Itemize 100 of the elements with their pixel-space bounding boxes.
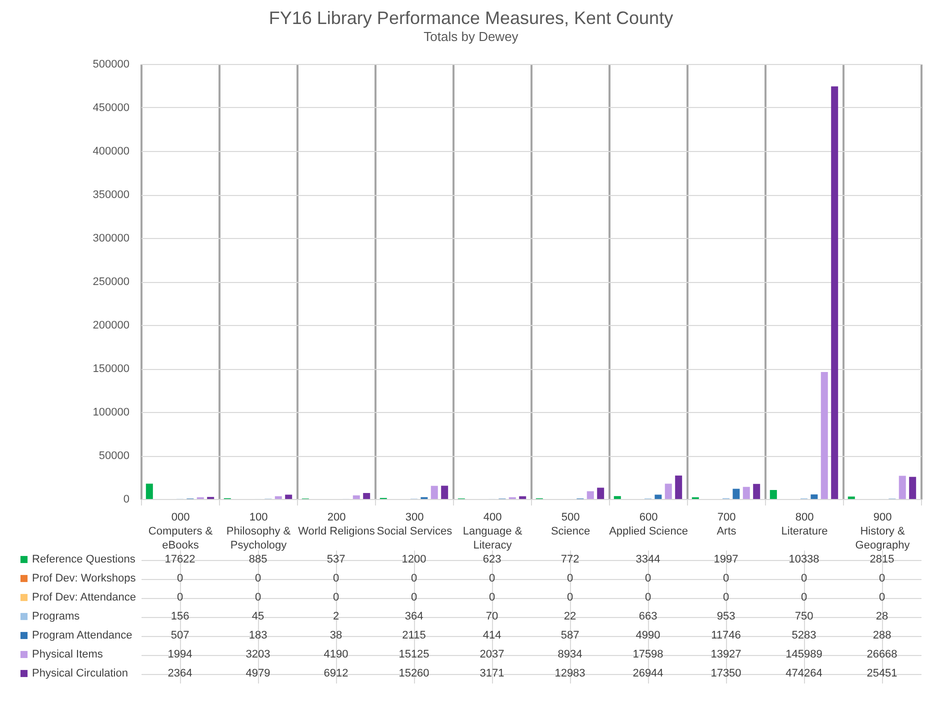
x-tick-label: 900 History & Geography (855, 512, 910, 552)
data-label: 11746 (711, 630, 741, 642)
data-label: 6912 (324, 668, 348, 680)
data-label: 885 (248, 554, 268, 566)
data-label: 623 (482, 554, 502, 566)
data-label: 25451 (866, 668, 898, 680)
legend-label: Program Attendance (32, 630, 132, 642)
data-label: 4990 (636, 630, 660, 642)
data-label: 0 (176, 572, 184, 584)
bar (352, 495, 360, 499)
data-label: 0 (722, 592, 730, 604)
bar (614, 496, 621, 499)
data-label: 0 (254, 572, 262, 584)
data-label: 0 (800, 572, 808, 584)
y-tick-label: 50000 (98, 450, 130, 462)
data-label: 0 (878, 592, 886, 604)
y-tick-label: 100000 (92, 406, 130, 418)
y-tick-label: 0 (123, 494, 130, 506)
x-tick-label: 100 Philosophy & Psychology (226, 512, 292, 552)
data-label: 15125 (398, 648, 430, 660)
bar (898, 476, 906, 499)
bar (519, 496, 526, 499)
data-label: 1200 (402, 554, 426, 566)
bar (586, 491, 594, 499)
x-tick-label: 600 Applied Science (609, 512, 688, 538)
data-label: 663 (638, 610, 658, 622)
x-tick-label: 000 Computers & eBooks (148, 512, 214, 552)
legend-label: Prof Dev: Workshops (32, 572, 136, 584)
data-label: 2 (332, 610, 340, 622)
y-tick-label: 400000 (92, 146, 130, 158)
data-label: 0 (332, 592, 340, 604)
data-label: 8934 (558, 648, 582, 660)
data-label: 507 (170, 630, 190, 642)
data-label: 2115 (402, 630, 426, 642)
legend-label: Programs (32, 610, 80, 622)
bar (810, 494, 818, 499)
x-tick-label: 200 World Religions (298, 512, 376, 538)
bar (441, 486, 448, 499)
data-label: 3203 (246, 648, 270, 660)
bar (770, 490, 777, 499)
y-tick-label: 300000 (92, 232, 130, 244)
bar (664, 484, 672, 499)
chart-title: FY16 Library Performance Measures, Kent County (268, 8, 674, 28)
y-tick-label: 200000 (92, 320, 130, 332)
data-label: 0 (410, 572, 418, 584)
bar (675, 476, 682, 499)
bar (831, 86, 838, 499)
data-label: 474264 (786, 668, 822, 680)
data-label: 12983 (554, 668, 586, 680)
bar (597, 488, 604, 499)
data-label: 0 (410, 592, 418, 604)
data-label: 2364 (168, 668, 192, 680)
x-tick-label: 700 Arts (716, 512, 737, 538)
data-label: 772 (560, 554, 580, 566)
data-label: 0 (488, 592, 496, 604)
data-label: 70 (486, 610, 498, 622)
data-label: 17598 (632, 648, 664, 660)
x-tick-label: 500 Science (550, 512, 590, 538)
data-label: 145989 (786, 648, 822, 660)
data-label: 183 (248, 630, 268, 642)
data-label: 4190 (324, 648, 348, 660)
data-label: 4979 (246, 668, 270, 680)
y-tick-label: 250000 (92, 276, 130, 288)
data-label: 17350 (710, 668, 742, 680)
data-label: 0 (644, 592, 652, 604)
data-label: 13927 (710, 648, 742, 660)
y-tick-label: 450000 (92, 102, 130, 114)
data-label: 0 (644, 572, 652, 584)
bar (654, 494, 662, 499)
bar (430, 486, 438, 499)
data-label: 288 (872, 630, 892, 642)
legend-label: Physical Items (32, 648, 104, 660)
data-label: 0 (566, 592, 574, 604)
data-label: 0 (254, 592, 262, 604)
x-tick-label: 800 Literature (781, 512, 828, 538)
data-label: 537 (326, 554, 346, 566)
chart-subtitle: Totals by Dewey (424, 29, 519, 44)
data-label: 10338 (788, 554, 820, 566)
data-label: 28 (876, 610, 888, 622)
data-label: 156 (170, 610, 190, 622)
data-label: 0 (488, 572, 496, 584)
bar (742, 486, 750, 499)
data-label: 26944 (632, 668, 664, 680)
legend-label: Reference Questions (32, 554, 136, 566)
y-tick-label: 150000 (92, 363, 130, 375)
bar (909, 476, 916, 499)
data-label: 953 (716, 610, 736, 622)
data-label: 1997 (714, 554, 738, 566)
data-label: 0 (566, 572, 574, 584)
data-label: 1994 (168, 648, 192, 660)
legend-label: Prof Dev: Attendance (32, 592, 136, 604)
data-label: 26668 (866, 648, 898, 660)
bar (274, 496, 282, 499)
data-label: 0 (176, 592, 184, 604)
data-label: 0 (800, 592, 808, 604)
data-label: 15260 (398, 668, 430, 680)
bar (363, 492, 370, 499)
data-label: 364 (404, 610, 424, 622)
bar (285, 494, 292, 499)
data-label: 45 (252, 610, 264, 622)
